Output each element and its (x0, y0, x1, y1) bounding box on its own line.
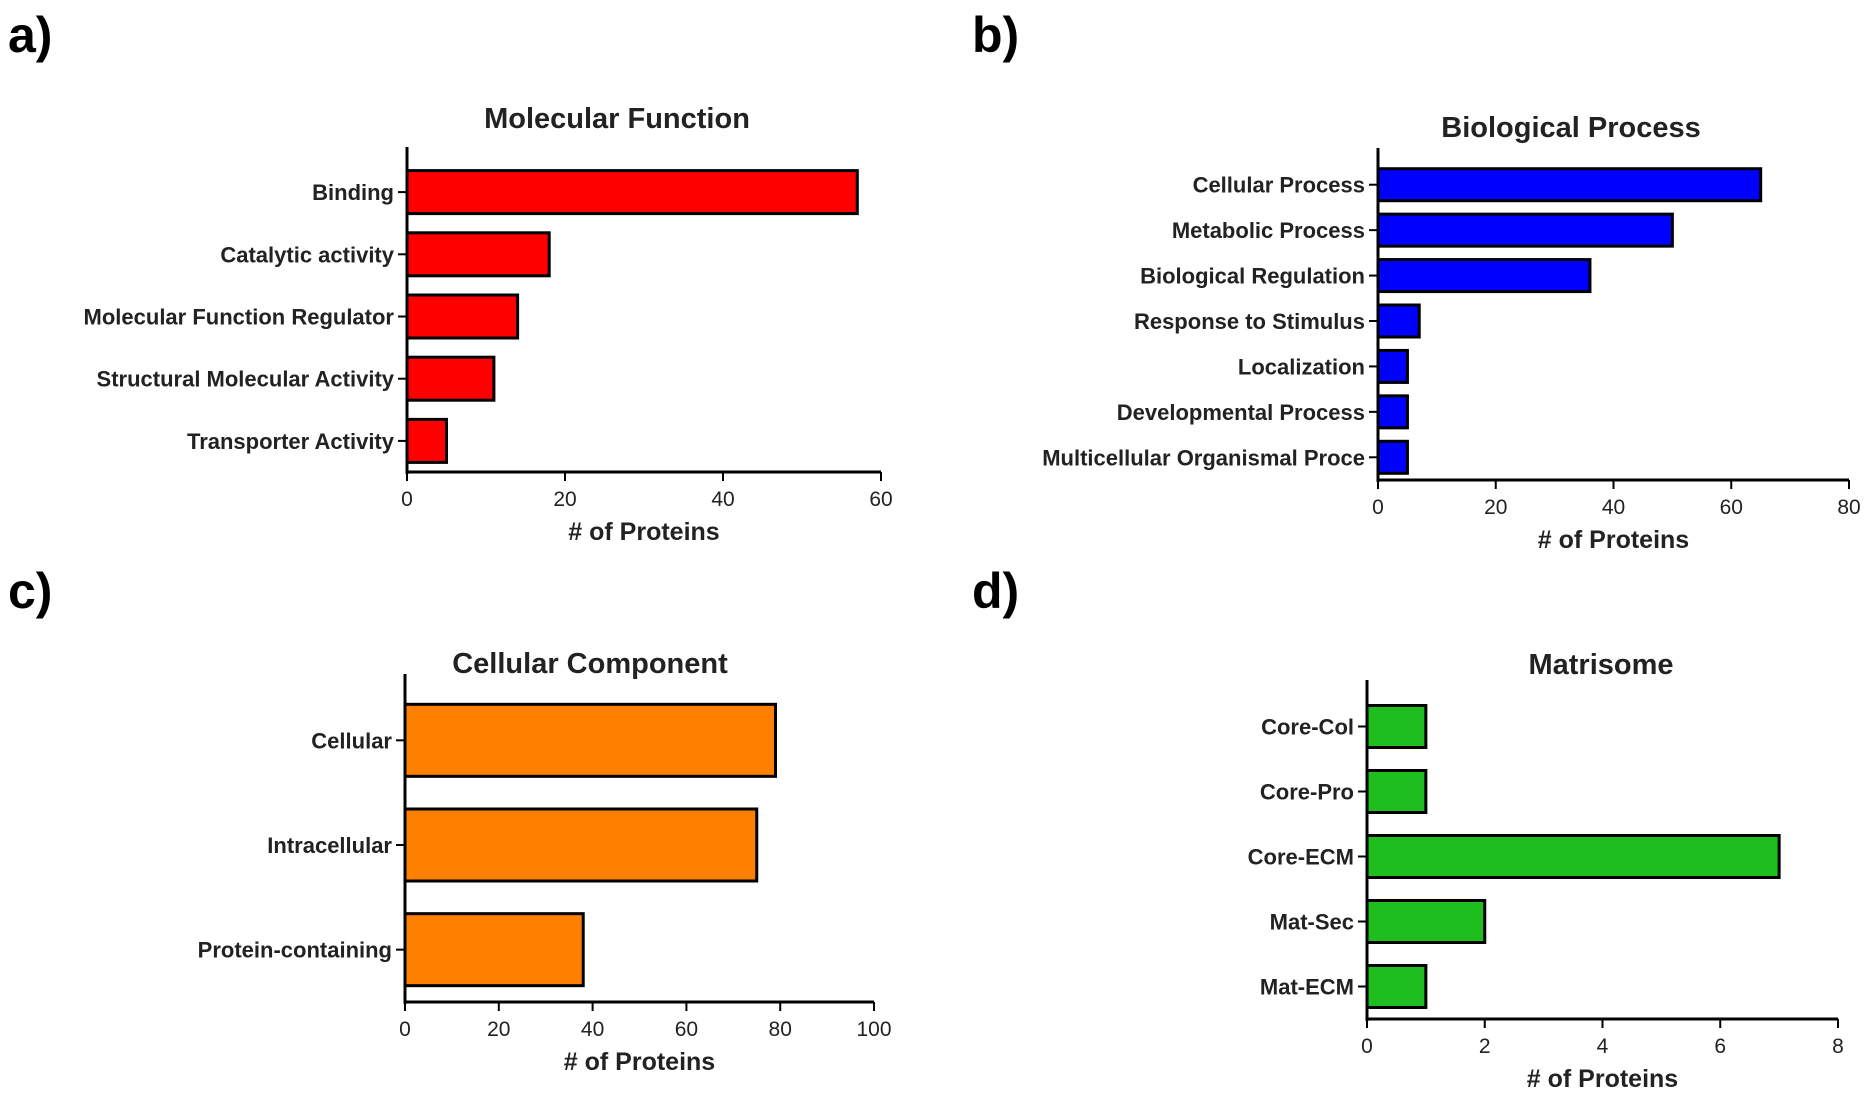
x-tick-label: 0 (1372, 496, 1384, 519)
x-tick-label: 4 (1597, 1035, 1609, 1058)
bar (1365, 899, 1487, 944)
chart-title: Matrisome (1528, 649, 1673, 681)
bar (1376, 348, 1409, 384)
x-tick-label: 80 (1837, 496, 1860, 519)
bar (1376, 439, 1409, 475)
bar (403, 702, 778, 778)
category-label: Cellular (311, 728, 392, 753)
bar (1376, 212, 1674, 248)
x-tick-label: 8 (1832, 1035, 1844, 1058)
bar (403, 807, 759, 883)
x-tick-label: 0 (401, 488, 413, 511)
bar (405, 169, 859, 216)
x-axis-label: # of Proteins (564, 1048, 715, 1076)
x-tick-label: 20 (487, 1018, 510, 1041)
chart-title: Cellular Component (452, 648, 728, 680)
x-tick-label: 2 (1479, 1035, 1491, 1058)
bar (1376, 303, 1421, 339)
x-axis-label: # of Proteins (1538, 526, 1689, 554)
category-label: Binding (312, 180, 394, 205)
bar (403, 912, 585, 988)
category-label: Molecular Function Regulator (84, 305, 395, 330)
bar (405, 355, 496, 402)
bar (1365, 704, 1428, 749)
bar (1376, 394, 1409, 430)
category-label: Core-Pro (1260, 780, 1354, 805)
category-label: Core-ECM (1248, 845, 1354, 870)
chart-title: Biological Process (1441, 112, 1701, 144)
category-label: Developmental Process (1117, 400, 1365, 425)
x-tick-label: 60 (1720, 496, 1743, 519)
bar (405, 293, 520, 340)
x-axis-label: # of Proteins (568, 518, 719, 546)
bar (1365, 834, 1781, 879)
category-label: Structural Molecular Activity (97, 367, 395, 392)
x-axis-label: # of Proteins (1527, 1065, 1678, 1093)
category-label: Mat-Sec (1270, 910, 1354, 935)
x-tick-label: 40 (581, 1018, 604, 1041)
x-tick-label: 80 (769, 1018, 792, 1041)
x-tick-label: 60 (675, 1018, 698, 1041)
x-tick-label: 6 (1714, 1035, 1726, 1058)
bar (1365, 964, 1428, 1009)
category-label: Biological Regulation (1140, 264, 1365, 289)
panel-a-letter: a) (8, 7, 53, 63)
x-tick-label: 0 (1361, 1035, 1373, 1058)
x-tick-label: 100 (856, 1018, 891, 1041)
category-label: Metabolic Process (1172, 218, 1365, 243)
category-label: Protein-containing (198, 938, 392, 963)
category-label: Mat-ECM (1260, 975, 1354, 1000)
x-tick-label: 60 (869, 488, 892, 511)
panel-c-letter: c) (8, 563, 53, 619)
x-tick-label: 20 (553, 488, 576, 511)
bar (405, 231, 551, 278)
bar (1376, 167, 1763, 203)
x-tick-label: 20 (1484, 496, 1507, 519)
bar (405, 417, 448, 464)
bar (1365, 769, 1428, 814)
category-label: Catalytic activity (220, 242, 394, 267)
category-label: Cellular Process (1193, 173, 1365, 198)
category-label: Core-Col (1261, 715, 1354, 740)
category-label: Multicellular Organismal Proce (1042, 445, 1365, 470)
x-tick-label: 0 (399, 1018, 411, 1041)
bar (1376, 258, 1592, 294)
x-tick-label: 40 (711, 488, 734, 511)
category-label: Intracellular (267, 833, 392, 858)
category-label: Response to Stimulus (1134, 309, 1365, 334)
panel-d-letter: d) (972, 563, 1020, 619)
category-label: Localization (1238, 354, 1365, 379)
chart-title: Molecular Function (484, 103, 750, 135)
x-tick-label: 40 (1602, 496, 1625, 519)
category-label: Transporter Activity (187, 429, 395, 454)
panel-b-letter: b) (972, 7, 1020, 63)
